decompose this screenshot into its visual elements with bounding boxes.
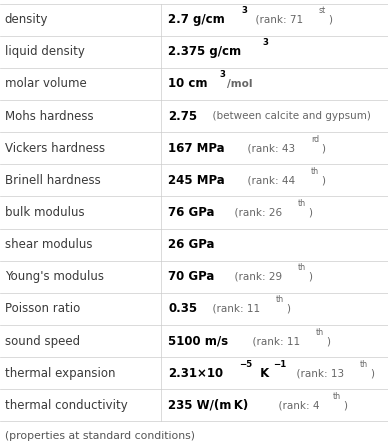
Text: −5: −5 bbox=[239, 360, 252, 369]
Text: th: th bbox=[360, 360, 368, 369]
Text: rd: rd bbox=[311, 135, 319, 144]
Text: ): ) bbox=[322, 175, 326, 186]
Text: 2.75: 2.75 bbox=[168, 110, 197, 123]
Text: /mol: /mol bbox=[227, 79, 252, 89]
Text: density: density bbox=[5, 13, 48, 26]
Text: 3: 3 bbox=[241, 6, 247, 15]
Text: 70 GPa: 70 GPa bbox=[168, 270, 215, 283]
Text: ): ) bbox=[343, 401, 347, 410]
Text: Poisson ratio: Poisson ratio bbox=[5, 302, 80, 315]
Text: 10 cm: 10 cm bbox=[168, 78, 208, 91]
Text: st: st bbox=[319, 6, 326, 15]
Text: ): ) bbox=[326, 336, 330, 346]
Text: Mohs hardness: Mohs hardness bbox=[5, 110, 93, 123]
Text: (rank: 4: (rank: 4 bbox=[272, 401, 319, 410]
Text: 2.7 g/cm: 2.7 g/cm bbox=[168, 13, 225, 26]
Text: 2.31×10: 2.31×10 bbox=[168, 367, 223, 380]
Text: liquid density: liquid density bbox=[5, 45, 85, 58]
Text: bulk modulus: bulk modulus bbox=[5, 206, 84, 219]
Text: 0.35: 0.35 bbox=[168, 302, 197, 315]
Text: (rank: 43: (rank: 43 bbox=[241, 143, 295, 153]
Text: (rank: 13: (rank: 13 bbox=[290, 368, 345, 378]
Text: th: th bbox=[333, 392, 341, 401]
Text: (rank: 44: (rank: 44 bbox=[241, 175, 295, 186]
Text: 5100 m/s: 5100 m/s bbox=[168, 334, 228, 347]
Text: molar volume: molar volume bbox=[5, 78, 87, 91]
Text: 26 GPa: 26 GPa bbox=[168, 238, 215, 251]
Text: K: K bbox=[256, 367, 269, 380]
Text: th: th bbox=[311, 167, 319, 176]
Text: (rank: 11: (rank: 11 bbox=[246, 336, 300, 346]
Text: 2.375 g/cm: 2.375 g/cm bbox=[168, 45, 241, 58]
Text: 3: 3 bbox=[219, 70, 225, 79]
Text: 167 MPa: 167 MPa bbox=[168, 142, 225, 155]
Text: th: th bbox=[298, 263, 306, 273]
Text: ): ) bbox=[371, 368, 374, 378]
Text: (between calcite and gypsum): (between calcite and gypsum) bbox=[206, 111, 371, 121]
Text: 235 W/(m K): 235 W/(m K) bbox=[168, 399, 248, 412]
Text: ): ) bbox=[286, 304, 290, 314]
Text: 3: 3 bbox=[262, 38, 268, 47]
Text: (rank: 71: (rank: 71 bbox=[249, 15, 303, 25]
Text: ): ) bbox=[321, 143, 326, 153]
Text: 245 MPa: 245 MPa bbox=[168, 174, 225, 187]
Text: th: th bbox=[275, 295, 284, 305]
Text: −1: −1 bbox=[273, 360, 286, 369]
Text: 76 GPa: 76 GPa bbox=[168, 206, 215, 219]
Text: (rank: 29: (rank: 29 bbox=[228, 272, 282, 282]
Text: Vickers hardness: Vickers hardness bbox=[5, 142, 105, 155]
Text: th: th bbox=[298, 199, 306, 208]
Text: ): ) bbox=[328, 15, 332, 25]
Text: thermal conductivity: thermal conductivity bbox=[5, 399, 127, 412]
Text: Young's modulus: Young's modulus bbox=[5, 270, 104, 283]
Text: (properties at standard conditions): (properties at standard conditions) bbox=[5, 431, 195, 441]
Text: ): ) bbox=[308, 207, 312, 218]
Text: th: th bbox=[315, 328, 324, 337]
Text: (rank: 26: (rank: 26 bbox=[228, 207, 282, 218]
Text: sound speed: sound speed bbox=[5, 334, 80, 347]
Text: thermal expansion: thermal expansion bbox=[5, 367, 115, 380]
Text: ): ) bbox=[308, 272, 312, 282]
Text: shear modulus: shear modulus bbox=[5, 238, 92, 251]
Text: Brinell hardness: Brinell hardness bbox=[5, 174, 100, 187]
Text: (rank: 11: (rank: 11 bbox=[206, 304, 260, 314]
